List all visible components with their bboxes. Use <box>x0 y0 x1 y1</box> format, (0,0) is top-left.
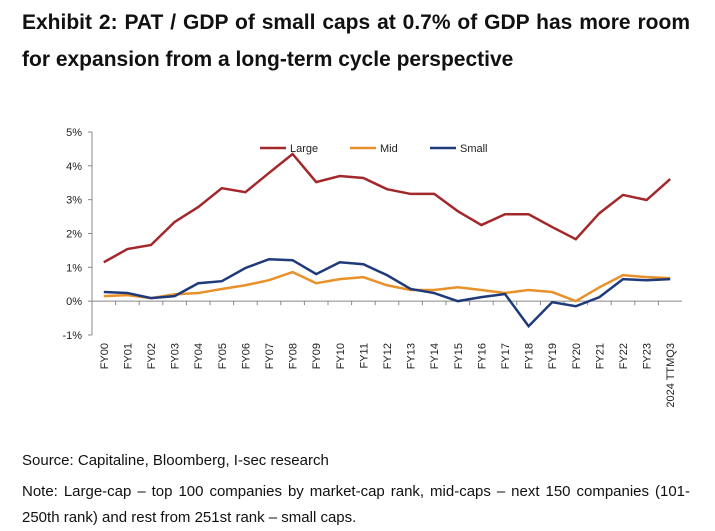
x-tick-label: FY11 <box>358 343 370 368</box>
x-tick-label: FY01 <box>122 343 134 369</box>
x-tick-label: FY10 <box>335 343 347 369</box>
chart: -1% 0% 1% 2% 3% 4% 5% FY00 FY01 FY02 FY03 FY04 FY05 F… <box>62 127 682 408</box>
x-tick-label: FY05 <box>217 343 229 369</box>
x-tick-label: FY06 <box>240 343 252 369</box>
footnote: Note: Large-cap – top 100 companies by m… <box>22 483 690 526</box>
x-tick-label: FY20 <box>571 343 583 369</box>
x-tick-label: FY19 <box>547 343 559 369</box>
line-series <box>103 152 672 264</box>
x-tick-label: FY18 <box>524 343 536 369</box>
x-tick-label: FY02 <box>146 343 158 369</box>
y-tick-label: 0% <box>66 296 82 308</box>
y-tick-label: 3% <box>66 195 82 207</box>
y-tick-label: 5% <box>66 127 82 139</box>
x-tick-label: FY09 <box>311 343 323 369</box>
x-tick-label: FY17 <box>500 343 512 369</box>
chart-title: Exhibit 2: PAT / GDP of small caps at 0.… <box>22 11 690 71</box>
y-tick-label: 4% <box>66 161 82 173</box>
y-tick-label: -1% <box>62 330 82 342</box>
x-tick-label: FY22 <box>618 343 630 369</box>
y-tick-label: 2% <box>66 229 82 241</box>
x-tick-label: FY07 <box>264 343 276 369</box>
x-tick-label: FY14 <box>429 343 441 369</box>
x-tick-label: FY23 <box>642 343 654 369</box>
x-tick-label: FY16 <box>476 343 488 369</box>
legend-label: Mid <box>380 143 398 155</box>
line-series <box>103 257 671 329</box>
x-tick-label: FY13 <box>406 343 418 369</box>
x-tick-label: FY15 <box>453 343 465 369</box>
x-tick-label: FY03 <box>170 343 182 369</box>
y-tick-label: 1% <box>66 262 82 274</box>
source-note: Source: Capitaline, Bloomberg, I-sec res… <box>22 452 329 469</box>
x-tick-label: FY04 <box>193 343 205 369</box>
x-tick-label: 2024 TTMQ3 <box>665 343 677 408</box>
x-tick-label: FY08 <box>288 343 300 369</box>
legend-label: Small <box>460 143 488 155</box>
line-series <box>103 270 671 303</box>
x-tick-label: FY12 <box>382 343 394 369</box>
legend-label: Large <box>290 143 318 155</box>
x-tick-label: FY21 <box>594 343 606 369</box>
x-tick-label: FY00 <box>99 343 111 369</box>
